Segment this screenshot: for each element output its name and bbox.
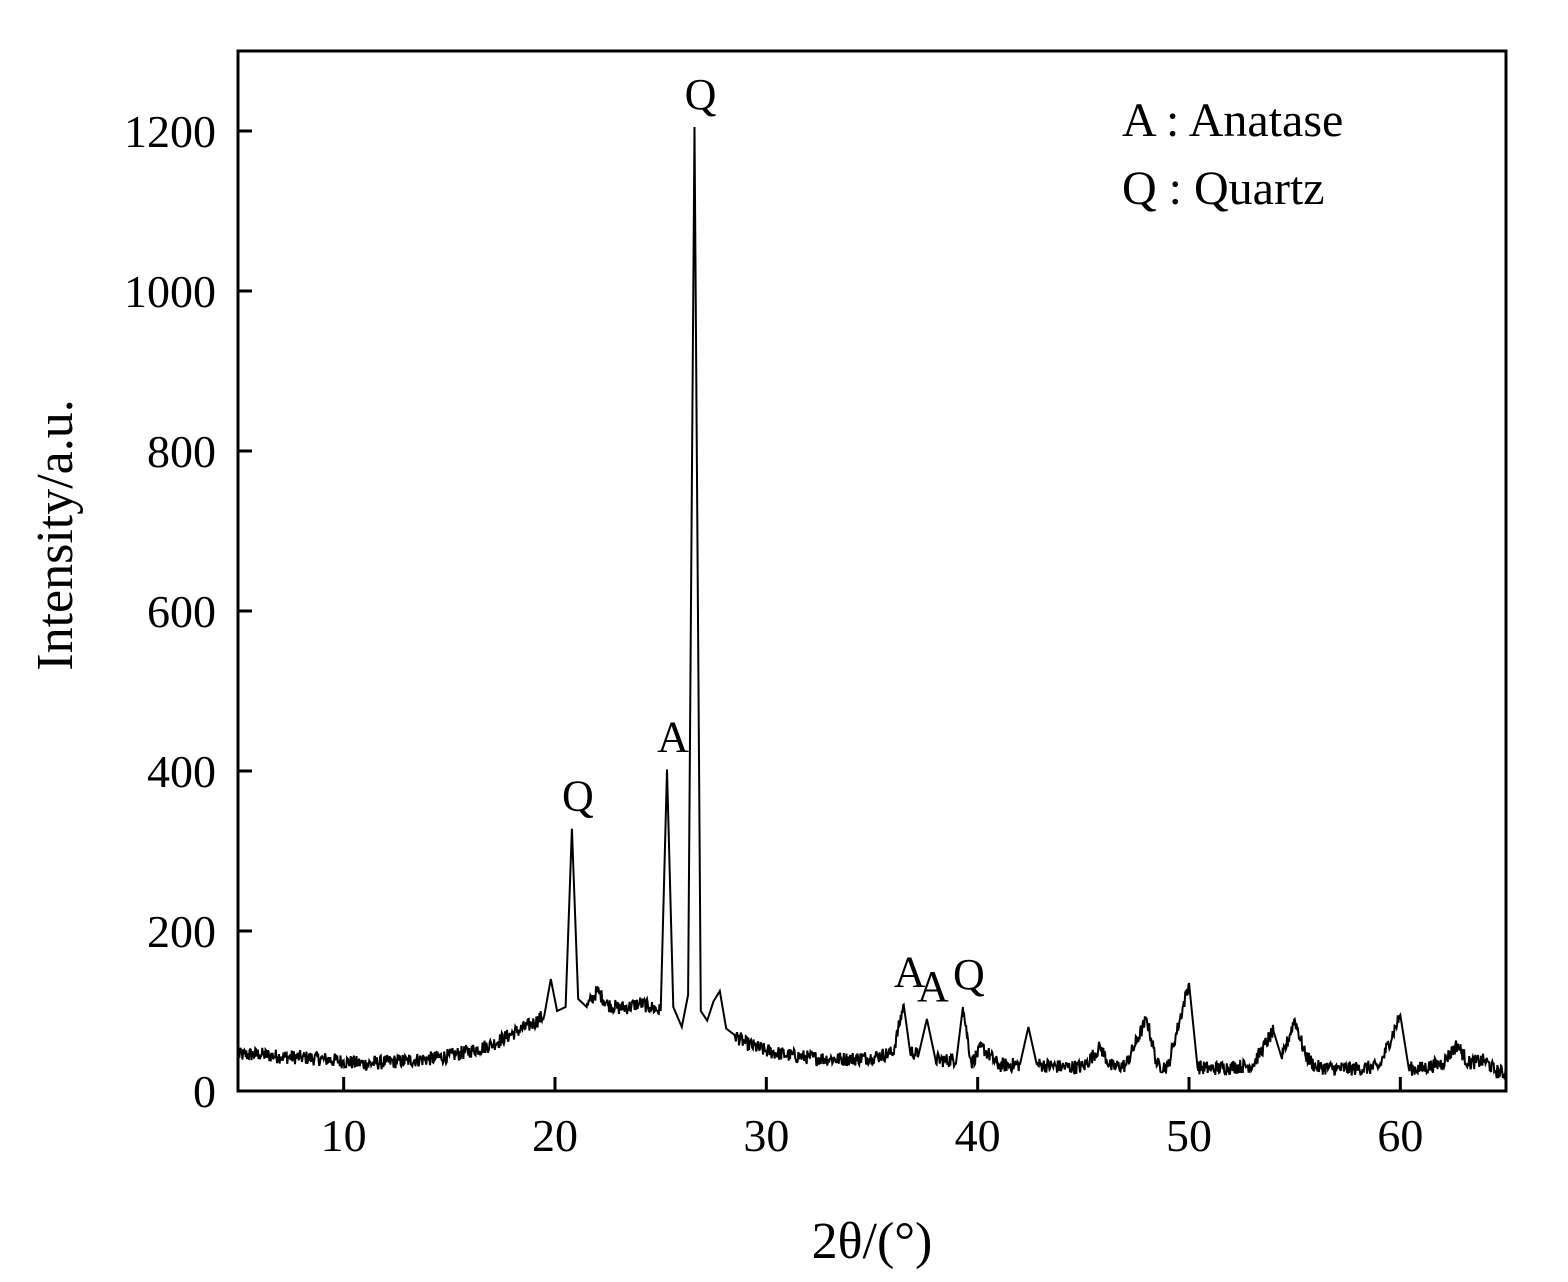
x-tick-label: 60 xyxy=(1377,1110,1423,1161)
legend-entry-quartz: Q : Quartz xyxy=(1122,162,1325,215)
plot-frame xyxy=(236,49,1508,1093)
y-tick-label: 1200 xyxy=(124,106,216,157)
peak-label: A xyxy=(894,948,926,997)
x-tick-label: 40 xyxy=(955,1110,1001,1161)
x-tick-label: 50 xyxy=(1166,1110,1212,1161)
y-tick-label: 400 xyxy=(147,746,216,797)
peak-label: Q xyxy=(562,772,594,821)
y-axis-title: Intensity/a.u. xyxy=(27,399,84,671)
xrd-pattern-line xyxy=(237,126,1507,1080)
x-tick-label: 30 xyxy=(743,1110,789,1161)
peak-label: A xyxy=(657,712,689,761)
x-tick-label: 10 xyxy=(321,1110,367,1161)
y-tick-label: 1000 xyxy=(124,266,216,317)
y-tick-label: 0 xyxy=(193,1066,216,1117)
legend-entry-anatase: A : Anatase xyxy=(1122,94,1343,147)
y-tick-label: 600 xyxy=(147,586,216,637)
x-tick-label: 20 xyxy=(532,1110,578,1161)
peak-label: Q xyxy=(953,950,985,999)
y-tick-label: 200 xyxy=(147,906,216,957)
y-tick-label: 800 xyxy=(147,426,216,477)
x-axis-title: 2θ/(°) xyxy=(812,1213,933,1270)
peak-label: Q xyxy=(685,70,717,119)
legend: A : Anatase Q : Quartz xyxy=(1122,94,1343,215)
peak-label: A xyxy=(917,962,949,1011)
x-axis: 10 20 30 40 50 60 xyxy=(321,1077,1423,1161)
y-axis: 0 200 400 600 800 1000 1200 xyxy=(124,106,252,1117)
